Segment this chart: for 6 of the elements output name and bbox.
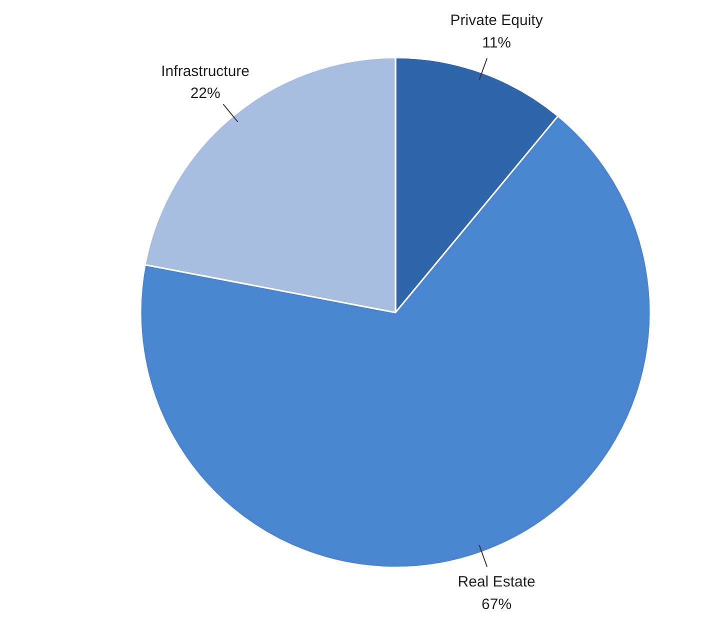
data-label: 67% xyxy=(482,596,512,613)
slice-label: Private Equity xyxy=(450,12,544,30)
data-label: 11% xyxy=(482,34,512,52)
slice-label: Real Estate xyxy=(458,574,536,591)
data-label: 22% xyxy=(190,85,220,102)
slice-label: Infrastructure xyxy=(161,63,250,80)
